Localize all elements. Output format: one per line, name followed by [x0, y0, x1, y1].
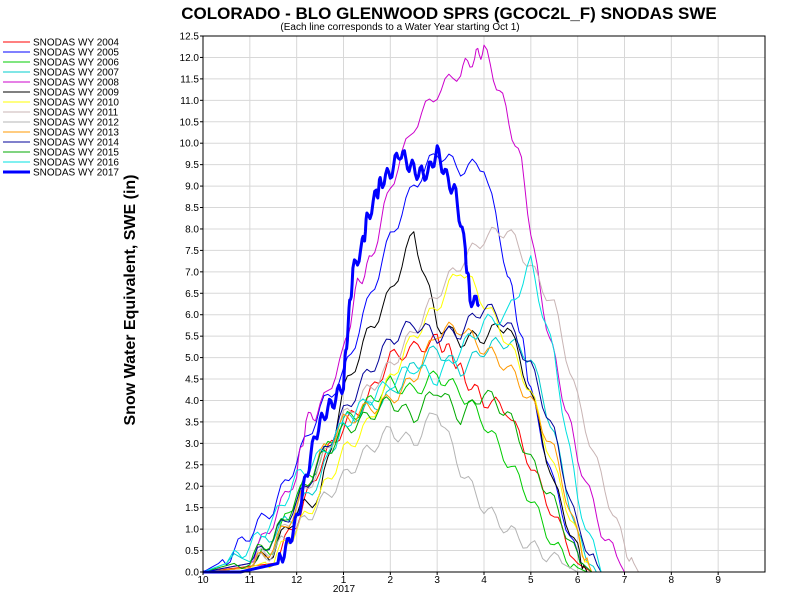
y-tick-label: 5.5 [185, 332, 199, 343]
legend-label: SNODAS WY 2008 [33, 78, 119, 89]
legend-label: SNODAS WY 2005 [33, 48, 119, 59]
y-tick-label: 3.5 [185, 417, 199, 428]
legend-label: SNODAS WY 2013 [33, 128, 119, 139]
y-tick-label: 1.0 [185, 525, 199, 536]
y-tick-label: 3.0 [185, 439, 199, 450]
series-line-wy2011 [202, 226, 639, 573]
y-axis-label: Snow Water Equivalent, SWE (in) [122, 175, 139, 426]
y-tick-label: 11.0 [180, 96, 199, 107]
y-tick-label: 2.5 [185, 460, 199, 471]
x-tick-label: 10 [197, 575, 209, 586]
legend-label: SNODAS WY 2016 [33, 158, 119, 169]
x-tick-label: 1 [341, 575, 347, 586]
series-line-wy2007 [202, 336, 597, 573]
y-tick-label: 4.5 [185, 375, 199, 386]
y-tick-label: 7.0 [185, 267, 199, 278]
y-tick-label: 12.0 [180, 53, 200, 64]
x-tick-label: 2 [388, 575, 394, 586]
legend-label: SNODAS WY 2017 [33, 168, 119, 179]
x-tick-label: 6 [575, 575, 581, 586]
y-tick-label: 6.0 [185, 310, 199, 321]
y-tick-label: 7.5 [185, 246, 199, 257]
series-line-wy2013 [202, 321, 593, 573]
series-line-wy2005 [202, 153, 593, 573]
legend-label: SNODAS WY 2014 [33, 138, 119, 149]
series-line-wy2008 [202, 44, 625, 573]
x-year-label: 2017 [333, 584, 356, 595]
y-tick-label: 8.5 [185, 203, 199, 214]
y-tick-label: 12.5 [180, 32, 200, 43]
y-tick-label: 11.5 [180, 74, 199, 85]
x-tick-labels: 10 11 12 1 2 3 4 5 6 7 8 9 [197, 572, 721, 586]
y-tick-label: 6.5 [185, 289, 199, 300]
x-tick-label: 4 [481, 575, 487, 586]
series-line-wy2016 [202, 255, 602, 573]
legend-label: SNODAS WY 2015 [33, 148, 119, 159]
y-tick-label: 10.5 [180, 117, 200, 128]
x-tick-label: 8 [669, 575, 675, 586]
series-layer [202, 44, 639, 574]
legend-label: SNODAS WY 2010 [33, 98, 119, 109]
y-tick-label: 4.0 [185, 396, 199, 407]
legend-label: SNODAS WY 2007 [33, 68, 119, 79]
y-tick-label: 1.5 [185, 503, 199, 514]
x-tick-label: 7 [622, 575, 628, 586]
y-tick-label: 8.0 [185, 224, 199, 235]
legend-label: SNODAS WY 2012 [33, 118, 119, 129]
y-tick-label: 10.0 [180, 139, 200, 150]
legend-label: SNODAS WY 2004 [33, 38, 119, 49]
y-tick-label: 2.0 [185, 482, 199, 493]
x-tick-label: 5 [528, 575, 534, 586]
x-tick-label: 9 [715, 575, 721, 586]
legend-label: SNODAS WY 2009 [33, 88, 119, 99]
y-tick-labels: 0.0 0.5 1.0 1.5 2.0 2.5 3.0 3.5 4.0 4.5 5.0 5.5 6.0 6… [180, 32, 203, 579]
x-tick-label: 11 [245, 575, 256, 586]
x-tick-label: 12 [291, 575, 303, 586]
y-tick-label: 0.5 [185, 546, 199, 557]
series-line-wy2010 [202, 273, 593, 573]
series-line-wy2017 [203, 144, 481, 574]
y-tick-label: 0.0 [185, 568, 199, 579]
x-tick-label: 3 [434, 575, 440, 586]
chart-subtitle: (Each line corresponds to a Water Year s… [280, 22, 519, 33]
chart-title: COLORADO - BLO GLENWOOD SPRS (GCOC2L_F) … [181, 4, 717, 23]
legend-label: SNODAS WY 2006 [33, 58, 119, 69]
series-line-wy2006 [202, 370, 588, 573]
legend-label: SNODAS WY 2011 [33, 108, 119, 119]
y-tick-label: 5.0 [185, 353, 199, 364]
series-line-wy2015 [202, 389, 593, 573]
y-tick-label: 9.5 [185, 160, 199, 171]
y-tick-label: 9.0 [185, 182, 199, 193]
series-line-wy2014 [202, 303, 602, 573]
series-line-wy2012 [202, 412, 578, 573]
